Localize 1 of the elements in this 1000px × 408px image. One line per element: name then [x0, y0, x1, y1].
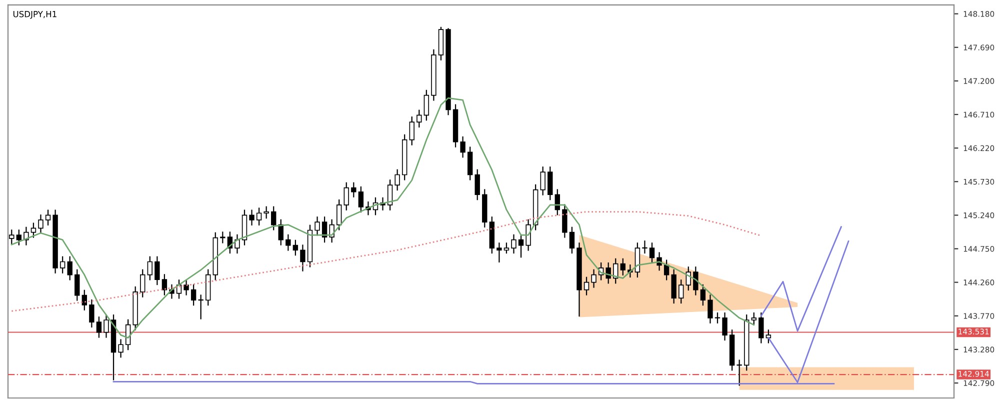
text: USDJPY,H1: [13, 10, 56, 19]
